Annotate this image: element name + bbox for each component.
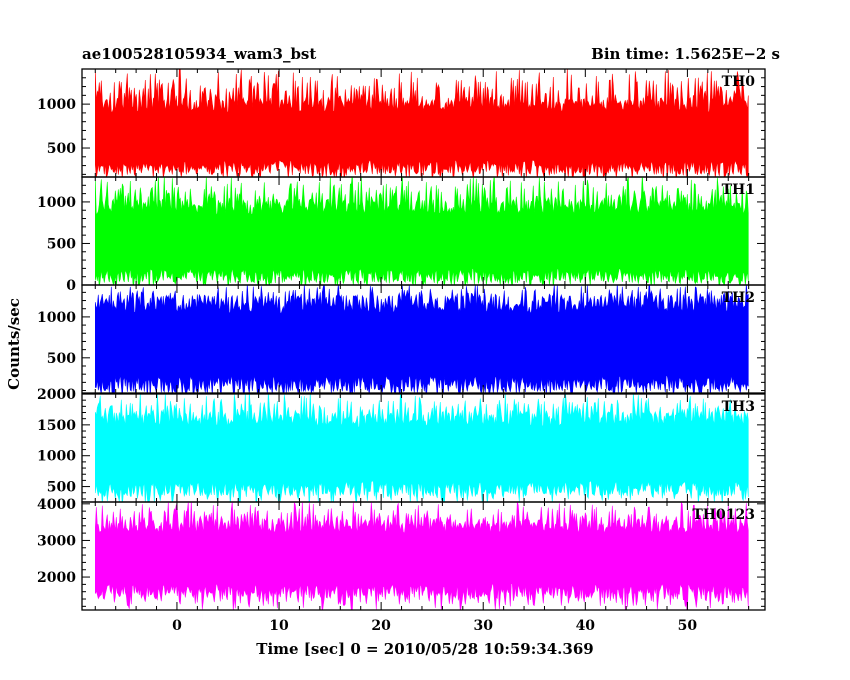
- x-tick-labels: 0 10 20 30 40 50: [172, 618, 697, 634]
- panel-th1: TH1 0 500 1000: [37, 176, 766, 294]
- chart-bin-time: Bin time: 1.5625E−2 s: [591, 45, 780, 63]
- y-tick-label: 500: [47, 236, 76, 252]
- chart-title: ae100528105934_wam3_bst: [82, 45, 316, 63]
- panel-frame: [81, 284, 766, 394]
- y-tick-label: 2000: [37, 387, 76, 403]
- y-tick-label: 500: [47, 141, 76, 157]
- y-tick-label: 500: [47, 351, 76, 367]
- series-th1: [95, 177, 749, 285]
- series-th2: [95, 285, 749, 393]
- panel-th3: TH3 500 1000 1500 2000: [37, 387, 766, 503]
- panel-frame: [81, 501, 766, 611]
- x-tick-label: 40: [576, 618, 596, 634]
- panel-label-th3: TH3: [722, 399, 755, 415]
- y-tick-label: 0: [66, 278, 76, 294]
- series-th0: [95, 69, 749, 177]
- x-axis-label: Time [sec] 0 = 2010/05/28 10:59:34.369: [256, 640, 593, 658]
- panel-label-th0: TH0: [722, 74, 756, 90]
- y-tick-label: 1000: [37, 310, 76, 326]
- panel-th0: TH0 500 1000: [37, 68, 766, 178]
- x-tick-label: 10: [269, 618, 289, 634]
- y-tick-label: 1500: [37, 418, 76, 434]
- y-axis-label: Counts/sec: [5, 298, 23, 390]
- y-tick-label: 1000: [37, 449, 76, 465]
- y-tick-label: 1000: [37, 97, 76, 113]
- x-tick-label: 50: [678, 618, 698, 634]
- x-tick-label: 0: [172, 618, 182, 634]
- y-tick-label: 500: [47, 480, 76, 496]
- x-tick-label: 30: [473, 618, 493, 634]
- y-tick-label: 1000: [37, 195, 76, 211]
- y-tick-label: 2000: [37, 570, 76, 586]
- panels: TH0 500 1000 TH1 0 500 1000 TH2 500 1000 TH3 500 100…: [37, 68, 766, 611]
- panel-label-th2: TH2: [722, 290, 755, 306]
- panel-label-th0123: TH0123: [692, 507, 755, 523]
- series-th3: [95, 394, 749, 502]
- panel-label-th1: TH1: [722, 182, 755, 198]
- panel-th2: TH2 500 1000: [37, 284, 766, 394]
- series-th0123: [95, 502, 749, 610]
- x-tick-label: 20: [371, 618, 391, 634]
- panel-th0123: TH0123 2000 3000 4000: [37, 497, 766, 611]
- y-tick-label: 3000: [37, 533, 76, 549]
- y-tick-label: 4000: [37, 497, 76, 513]
